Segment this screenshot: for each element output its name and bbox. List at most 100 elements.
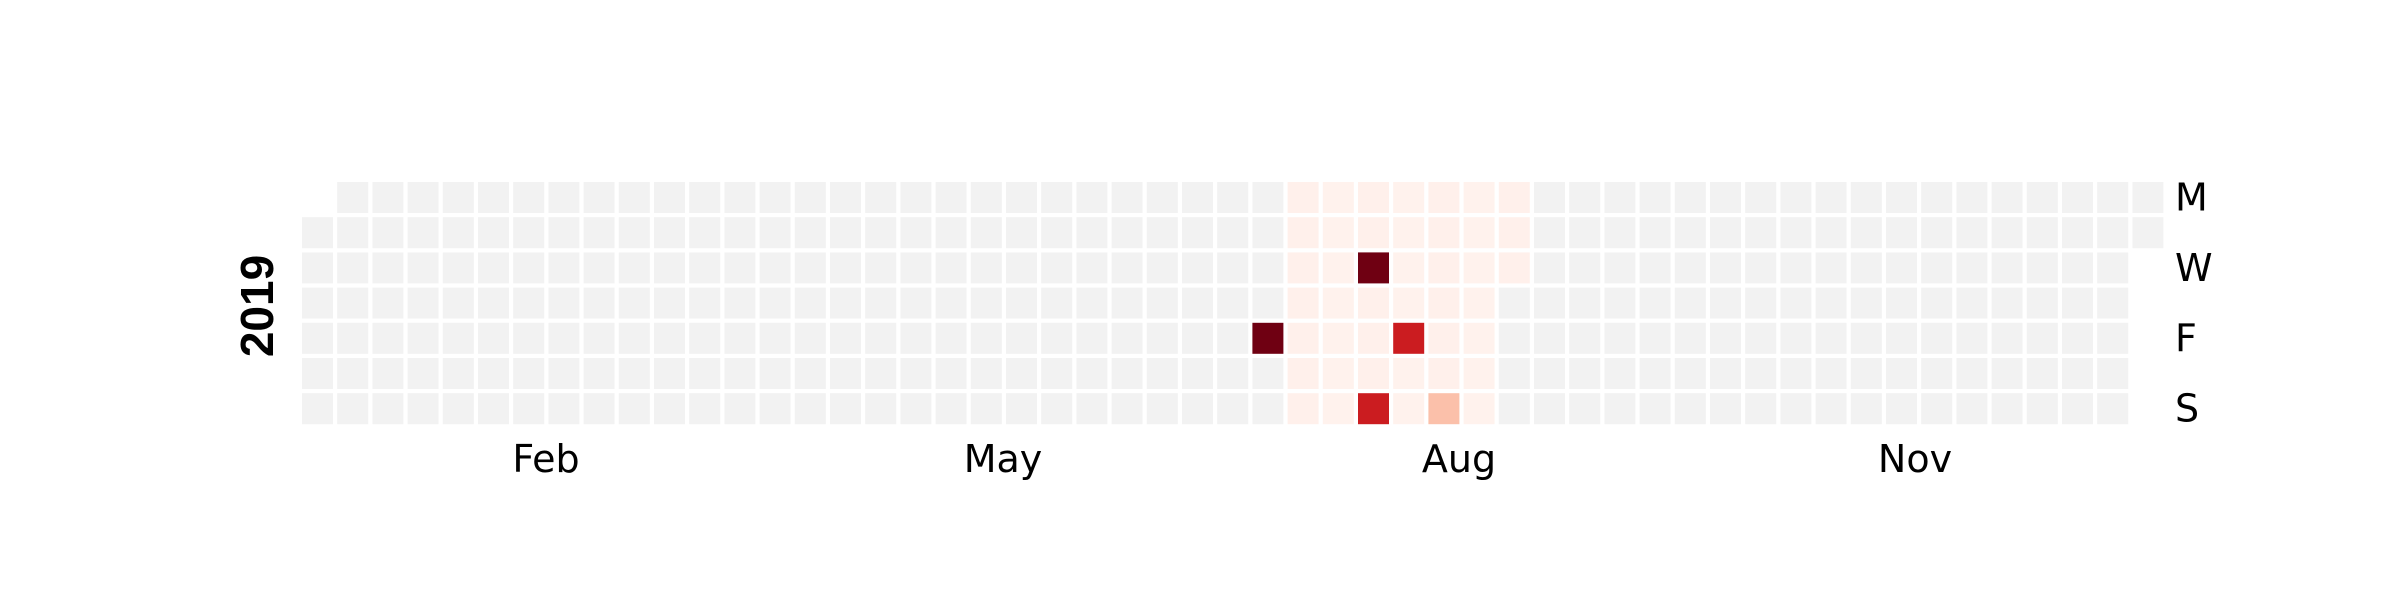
heatmap-cell <box>442 252 474 284</box>
heatmap-cell <box>1006 217 1037 249</box>
heatmap-cell <box>1111 182 1143 213</box>
heatmap-cell <box>1921 393 1953 425</box>
heatmap-cell <box>1956 393 1988 425</box>
heatmap-cell <box>1991 217 2023 249</box>
heatmap-cell <box>1076 217 1108 249</box>
heatmap-cell <box>830 182 861 213</box>
heatmap-cell <box>1041 322 1073 354</box>
heatmap-cell <box>1991 252 2023 284</box>
heatmap-cell <box>1850 217 1882 249</box>
heatmap-cell <box>478 182 509 213</box>
heatmap-cell <box>900 358 932 389</box>
heatmap-cell <box>830 252 861 284</box>
heatmap-cell <box>1745 393 1777 425</box>
heatmap-cell <box>1780 322 1812 354</box>
heatmap-cells <box>302 182 2164 425</box>
heatmap-cell <box>548 252 580 284</box>
heatmap-cell <box>2062 322 2093 354</box>
heatmap-cell <box>1393 182 1425 213</box>
heatmap-cell <box>442 393 474 425</box>
heatmap-cell <box>1569 252 1601 284</box>
heatmap-cell <box>1639 393 1671 425</box>
heatmap-cell <box>1287 322 1319 354</box>
heatmap-cell <box>1111 252 1143 284</box>
heatmap-cell <box>1745 182 1777 213</box>
heatmap-cell <box>970 217 1002 249</box>
heatmap-cell <box>1006 252 1037 284</box>
heatmap-cell <box>900 393 932 425</box>
heatmap-cell <box>1956 217 1988 249</box>
heatmap-cell <box>513 217 545 249</box>
heatmap-cell <box>759 217 791 249</box>
heatmap-cell <box>1639 358 1671 389</box>
heatmap-cell <box>1710 217 1741 249</box>
heatmap-cell <box>1745 252 1777 284</box>
heatmap-cell <box>1850 287 1882 319</box>
heatmap-cell <box>1710 322 1741 354</box>
heatmap-cell <box>478 358 509 389</box>
month-tick-label: Aug <box>1422 437 1496 481</box>
heatmap-cell <box>1534 217 1565 249</box>
heatmap-cell <box>689 252 721 284</box>
heatmap-cell <box>724 322 756 354</box>
heatmap-cell <box>1956 322 1988 354</box>
heatmap-cell <box>794 182 826 213</box>
heatmap-cell <box>1111 287 1143 319</box>
heatmap-cell <box>442 322 474 354</box>
heatmap-cell <box>1217 322 1249 354</box>
heatmap-cell <box>2097 252 2129 284</box>
heatmap-cell <box>1146 217 1178 249</box>
heatmap-cell <box>1780 217 1812 249</box>
heatmap-cell <box>724 182 756 213</box>
heatmap-cell <box>1287 252 1319 284</box>
heatmap-cell <box>724 358 756 389</box>
heatmap-cell <box>1850 393 1882 425</box>
heatmap-cell <box>1463 182 1495 213</box>
heatmap-cell <box>1111 217 1143 249</box>
heatmap-cell <box>1674 287 1706 319</box>
heatmap-cell <box>478 252 509 284</box>
heatmap-cell <box>1815 182 1847 213</box>
heatmap-cell <box>1639 182 1671 213</box>
heatmap-cell <box>1358 287 1389 319</box>
heatmap-cell <box>1146 358 1178 389</box>
month-labels: Feb May Aug Nov <box>512 437 1952 481</box>
heatmap-cell <box>1815 287 1847 319</box>
heatmap-cell <box>478 217 509 249</box>
heatmap-cell <box>1463 217 1495 249</box>
heatmap-cell <box>689 358 721 389</box>
heatmap-cell <box>900 287 932 319</box>
heatmap-cell <box>759 322 791 354</box>
heatmap-cell <box>548 322 580 354</box>
heatmap-cell <box>372 322 404 354</box>
heatmap-cell <box>583 217 615 249</box>
heatmap-cell <box>1146 393 1178 425</box>
heatmap-cell <box>1287 358 1319 389</box>
heatmap-cell <box>794 358 826 389</box>
heatmap-cell <box>618 393 650 425</box>
heatmap-cell <box>1991 393 2023 425</box>
heatmap-cell <box>654 217 685 249</box>
heatmap-cell <box>442 287 474 319</box>
heatmap-cell <box>618 217 650 249</box>
heatmap-cell <box>1886 217 1917 249</box>
heatmap-cell <box>1358 252 1389 284</box>
heatmap-cell <box>1604 182 1636 213</box>
heatmap-cell <box>1674 182 1706 213</box>
heatmap-cell <box>1534 182 1565 213</box>
heatmap-cell <box>1428 287 1460 319</box>
heatmap-cell <box>1146 252 1178 284</box>
weekday-label: F <box>2175 316 2197 360</box>
heatmap-cell <box>548 393 580 425</box>
heatmap-cell <box>900 252 932 284</box>
heatmap-cell <box>1111 358 1143 389</box>
heatmap-cell <box>1815 358 1847 389</box>
heatmap-cell <box>548 287 580 319</box>
heatmap-cell <box>689 287 721 319</box>
heatmap-cell <box>970 393 1002 425</box>
heatmap-cell <box>513 182 545 213</box>
heatmap-cell <box>1463 252 1495 284</box>
heatmap-cell <box>1850 358 1882 389</box>
heatmap-cell <box>1252 393 1284 425</box>
heatmap-cell <box>1710 393 1741 425</box>
